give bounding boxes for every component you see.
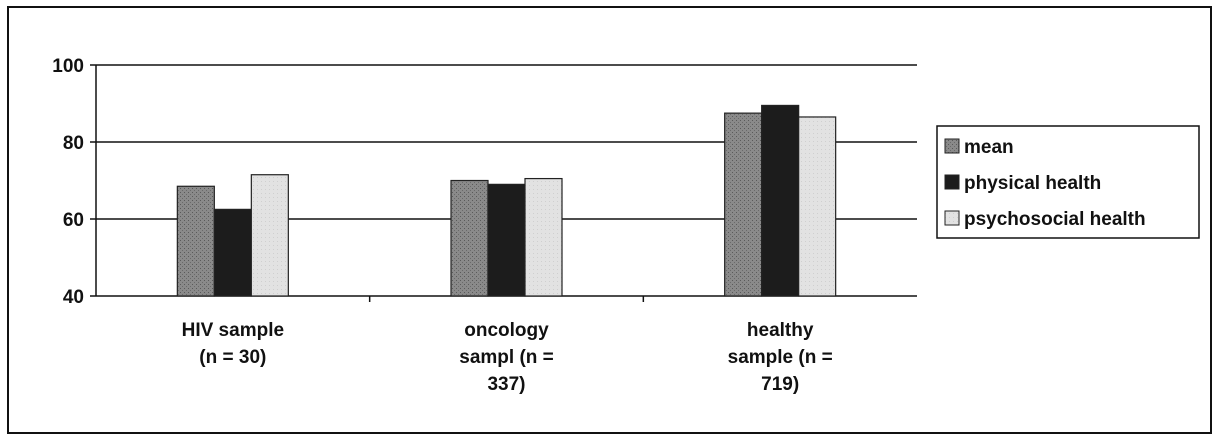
legend-label: mean	[964, 137, 1014, 158]
legend-swatch-physical-health	[944, 174, 960, 190]
bars	[176, 104, 837, 297]
category-labels: HIV sample (n = 30) oncology sampl (n = 337)…	[182, 320, 833, 395]
bar-physical-health-0	[213, 208, 252, 297]
category-label-line: oncology	[464, 320, 549, 341]
category-label: HIV sample (n = 30)	[182, 320, 284, 368]
bar-psychosocial-health-0	[250, 174, 289, 297]
legend-label: psychosocial health	[964, 209, 1146, 230]
bar-mean-2	[724, 112, 763, 297]
legend-swatch-psychosocial-health	[944, 210, 960, 226]
category-label-line: healthy	[747, 320, 814, 341]
bar-psychosocial-health-2	[798, 116, 837, 297]
y-tick-label: 80	[63, 133, 84, 154]
bar-physical-health-2	[761, 104, 800, 297]
y-tick-labels: 40 60 80 100	[52, 56, 84, 308]
y-tick-label: 60	[63, 210, 84, 231]
category-label-line: 719)	[761, 374, 799, 395]
category-label-line: sample (n =	[728, 347, 833, 368]
category-label: oncology sampl (n = 337)	[459, 320, 554, 395]
bar-physical-health-1	[487, 183, 526, 297]
bar-mean-0	[176, 185, 215, 297]
legend: mean physical health psychosocial health	[936, 125, 1200, 239]
category-label-line: sampl (n =	[459, 347, 554, 368]
category-label: healthy sample (n = 719)	[728, 320, 833, 395]
bar-mean-1	[450, 179, 489, 297]
bar-psychosocial-health-1	[524, 177, 563, 297]
legend-box	[936, 125, 1200, 239]
category-label-line: HIV sample	[182, 320, 284, 341]
legend-label: physical health	[964, 173, 1101, 194]
y-tick-label: 40	[63, 287, 84, 308]
category-label-line: 337)	[487, 374, 525, 395]
y-tick-label: 100	[52, 56, 84, 77]
legend-swatch-mean	[944, 138, 960, 154]
category-label-line: (n = 30)	[199, 347, 266, 368]
